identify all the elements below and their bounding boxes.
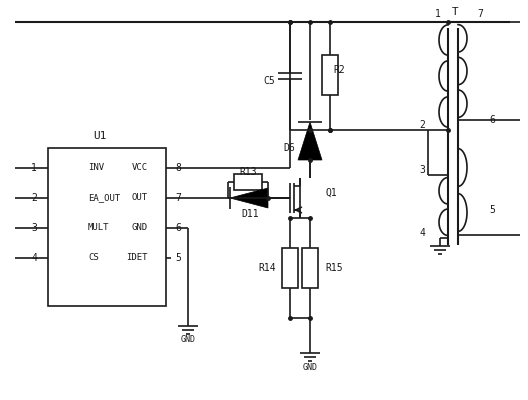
Text: C5: C5 <box>263 76 275 86</box>
Text: 4: 4 <box>31 253 37 263</box>
Bar <box>322 55 338 95</box>
Text: 4: 4 <box>419 228 425 238</box>
Text: CS: CS <box>88 254 99 262</box>
Text: 7: 7 <box>175 193 181 203</box>
Text: 5: 5 <box>175 253 181 263</box>
Text: Q1: Q1 <box>325 188 337 198</box>
Text: GND: GND <box>132 224 148 232</box>
Text: R13: R13 <box>239 167 257 177</box>
Text: 1: 1 <box>435 9 441 19</box>
Text: 6: 6 <box>489 115 495 125</box>
Text: GND: GND <box>181 336 195 344</box>
Text: MULT: MULT <box>88 224 109 232</box>
Polygon shape <box>230 188 268 208</box>
Text: D6: D6 <box>283 143 295 153</box>
Text: VCC: VCC <box>132 164 148 172</box>
Text: 3: 3 <box>31 223 37 233</box>
Text: R14: R14 <box>258 263 276 273</box>
Polygon shape <box>298 122 322 160</box>
Text: 7: 7 <box>477 9 483 19</box>
Bar <box>302 248 318 288</box>
Text: 6: 6 <box>175 223 181 233</box>
Text: INV: INV <box>88 164 104 172</box>
Text: R2: R2 <box>333 65 345 75</box>
Text: 8: 8 <box>175 163 181 173</box>
Text: 1: 1 <box>31 163 37 173</box>
Bar <box>234 174 262 190</box>
Text: GND: GND <box>303 362 317 372</box>
Text: IDET: IDET <box>127 254 148 262</box>
Text: EA_OUT: EA_OUT <box>88 194 120 202</box>
Bar <box>48 148 166 306</box>
Bar <box>282 248 298 288</box>
Text: 2: 2 <box>31 193 37 203</box>
Text: D11: D11 <box>241 209 259 219</box>
Text: T: T <box>451 7 458 17</box>
Text: 3: 3 <box>419 165 425 175</box>
Text: 2: 2 <box>419 120 425 130</box>
Text: U1: U1 <box>93 131 107 141</box>
Text: 5: 5 <box>489 205 495 215</box>
Text: R15: R15 <box>325 263 343 273</box>
Text: OUT: OUT <box>132 194 148 202</box>
